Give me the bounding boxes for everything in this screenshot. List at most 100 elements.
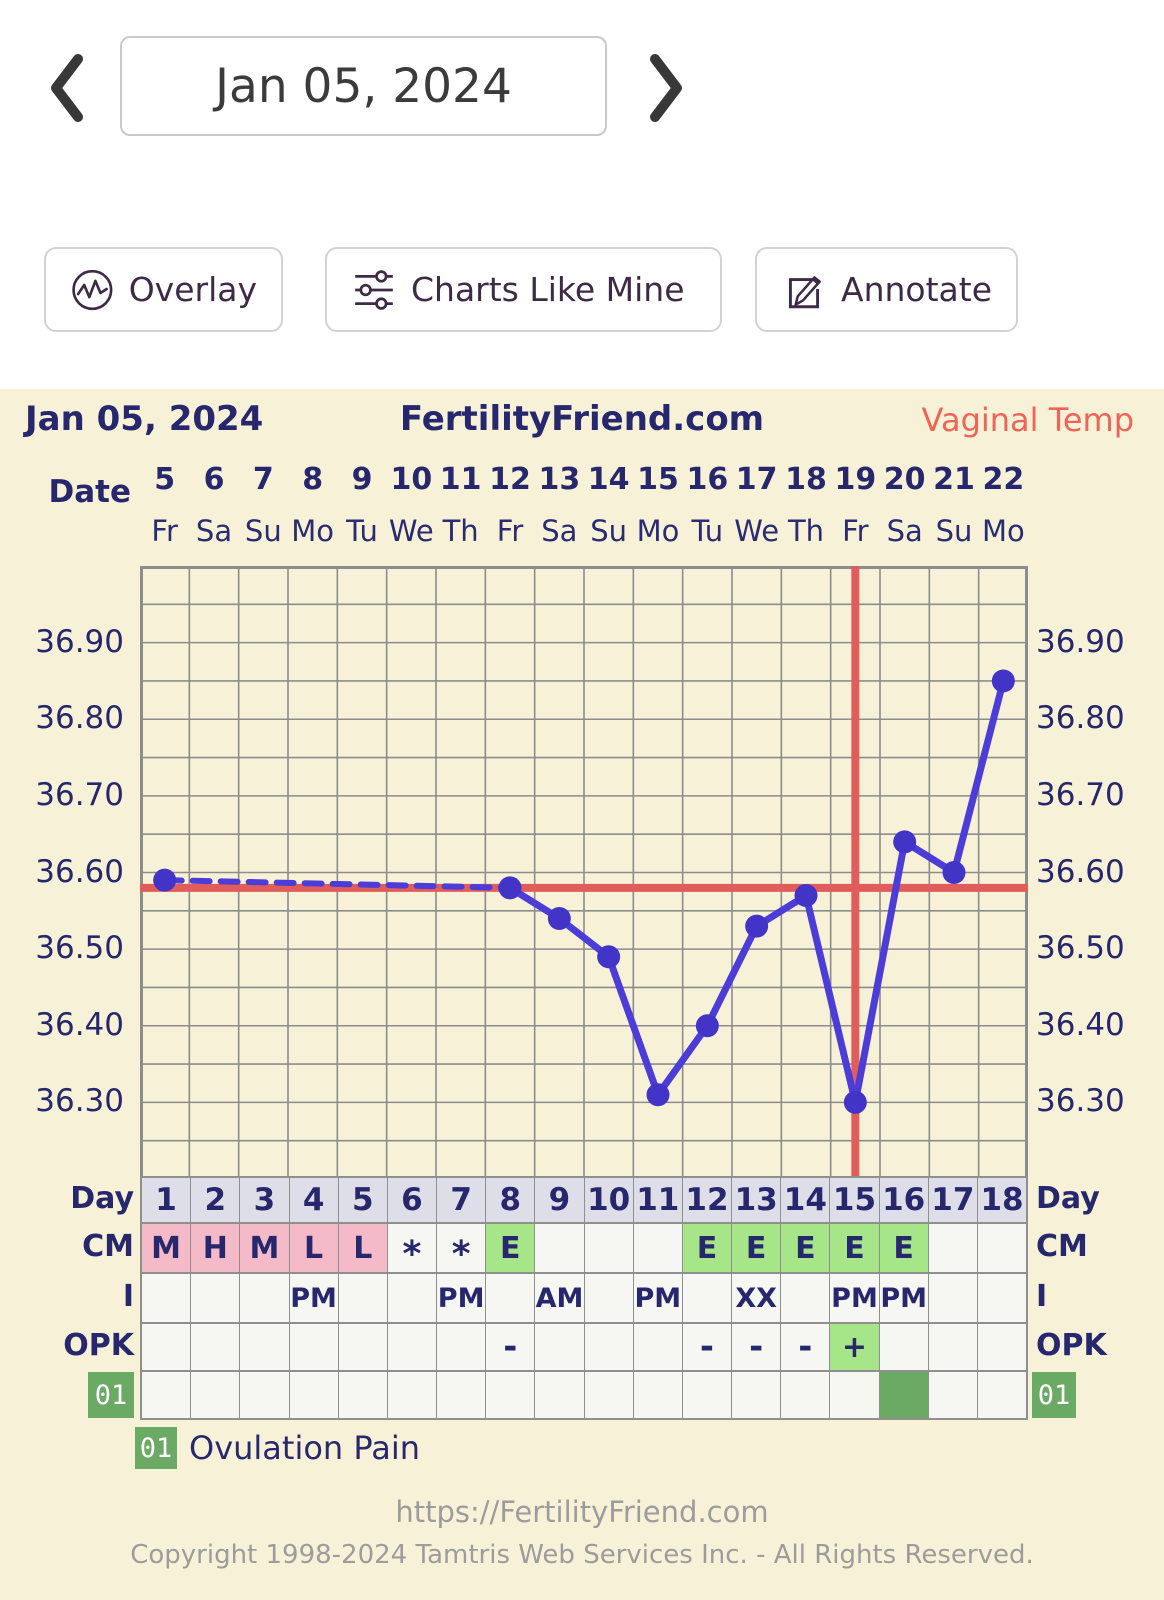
custom-cell-day-15 <box>829 1372 878 1418</box>
opk-cell-day-7 <box>436 1324 485 1370</box>
weekday-label: Fr <box>151 514 178 548</box>
cm-row-label-left: CM <box>82 1229 134 1264</box>
date-number: 22 <box>982 462 1025 497</box>
cm-cell-day-15: E <box>829 1224 879 1272</box>
day-cell-day-11: 11 <box>632 1178 682 1222</box>
custom-cell-day-1 <box>142 1372 190 1418</box>
custom-cell-day-6 <box>386 1372 436 1418</box>
i-cell-day-15: PM <box>829 1274 878 1322</box>
weekday-label: Sa <box>541 514 578 548</box>
footer-copyright: Copyright 1998-2024 Tamtris Web Services… <box>130 1540 1034 1570</box>
annotate-button[interactable]: Annotate <box>755 247 1018 332</box>
weekday-label: Mo <box>636 514 680 548</box>
cm-cell-day-17 <box>927 1224 977 1272</box>
weekday-label: Th <box>787 514 825 548</box>
temp-data-point-day-1 <box>153 868 177 892</box>
weekday-label: Su <box>244 514 282 548</box>
custom-cell-day-16 <box>878 1372 928 1418</box>
day-cell-day-3: 3 <box>239 1178 289 1222</box>
weekday-label: Mo <box>981 514 1025 548</box>
date-number: 19 <box>834 462 877 497</box>
weekday-label: Su <box>590 514 628 548</box>
date-number: 7 <box>252 462 274 497</box>
cm-cell-day-2: H <box>190 1224 240 1272</box>
y-axis-tick-left: 36.40 <box>35 1006 124 1043</box>
opk-row-label-right: OPK <box>1036 1328 1107 1363</box>
chevron-left-icon <box>51 54 83 122</box>
temperature-mode-label: Vaginal Temp <box>921 401 1134 439</box>
y-axis-tick-right: 36.50 <box>1036 930 1125 967</box>
charts-like-mine-button-label: Charts Like Mine <box>411 270 685 309</box>
custom-cell-day-14 <box>780 1372 829 1418</box>
day-cell-day-7: 7 <box>436 1178 486 1222</box>
day-cell-day-13: 13 <box>731 1178 781 1222</box>
temp-data-point-day-17 <box>942 861 966 884</box>
cm-cell-day-11 <box>632 1224 682 1272</box>
date-number: 14 <box>587 462 630 497</box>
date-number: 5 <box>154 462 176 497</box>
temp-data-point-day-14 <box>794 883 818 907</box>
y-axis-tick-right: 36.90 <box>1036 623 1125 660</box>
temp-data-point-day-11 <box>646 1083 670 1107</box>
temperature-chart-svg <box>139 565 1029 1180</box>
temp-line-segment <box>654 1022 711 1099</box>
y-axis-tick-left: 36.90 <box>35 623 124 660</box>
weekday-label: Tu <box>346 514 378 548</box>
opk-cell-day-8: - <box>485 1324 535 1370</box>
opk-cell-day-11 <box>632 1324 682 1370</box>
temp-data-point-day-9 <box>547 906 571 930</box>
custom-cell-day-17 <box>927 1372 977 1418</box>
opk-cell-day-17 <box>927 1324 977 1370</box>
temp-data-point-day-13 <box>745 914 769 938</box>
i-cell-day-9: AM <box>534 1274 583 1322</box>
date-number: 9 <box>351 462 373 497</box>
cm-cell-day-6: * <box>386 1224 437 1272</box>
y-axis-tick-left: 36.60 <box>35 853 124 890</box>
day-cell-day-18: 18 <box>976 1178 1027 1222</box>
opk-cell-day-16 <box>878 1324 928 1370</box>
weekday-label: Tu <box>691 514 724 548</box>
i-cell-day-16: PM <box>878 1274 928 1322</box>
y-axis-tick-right: 36.60 <box>1036 853 1125 890</box>
temp-line-segment <box>802 891 859 1106</box>
temp-line-segment <box>605 953 662 1099</box>
date-input[interactable]: Jan 05, 2024 <box>120 36 607 136</box>
opk-cell-day-6 <box>386 1324 436 1370</box>
cm-row-label-right: CM <box>1036 1229 1088 1264</box>
annotate-pencil-icon <box>788 275 821 308</box>
legend-ovulation-pain-chip: 01 <box>135 1427 177 1469</box>
overlay-button[interactable]: Overlay <box>44 247 283 332</box>
charts-like-mine-button[interactable]: Charts Like Mine <box>325 247 722 332</box>
opk-cell-day-4 <box>288 1324 338 1370</box>
custom-cell-day-7 <box>436 1372 485 1418</box>
i-row-label-left: I <box>122 1279 134 1314</box>
temp-data-point-day-10 <box>597 945 621 969</box>
annotate-button-label: Annotate <box>841 270 992 309</box>
date-number: 16 <box>686 462 729 497</box>
temp-line-segment <box>703 922 761 1030</box>
day-cell-day-9: 9 <box>534 1178 584 1222</box>
next-cycle-button[interactable] <box>643 52 689 127</box>
previous-cycle-button[interactable] <box>44 52 90 127</box>
cm-cell-day-5: L <box>337 1224 387 1272</box>
opk-cell-day-15: + <box>829 1324 879 1370</box>
opk-row-label-left: OPK <box>63 1328 134 1363</box>
cm-cell-day-13: E <box>731 1224 781 1272</box>
legend-ovulation-pain-label: Ovulation Pain <box>189 1429 421 1467</box>
footer-site-link[interactable]: https://FertilityFriend.com <box>395 1495 769 1529</box>
temp-line-missing-gap <box>161 877 513 891</box>
y-axis-tick-right: 36.40 <box>1036 1006 1125 1043</box>
cm-row: M H M L L * * E E E E E E <box>140 1222 1028 1274</box>
opk-cell-day-2 <box>190 1324 239 1370</box>
day-cell-day-8: 8 <box>485 1178 535 1222</box>
weekday-label: Sa <box>886 514 923 548</box>
temp-data-point-day-12 <box>695 1014 719 1038</box>
day-cell-day-10: 10 <box>583 1178 633 1222</box>
day-cell-day-15: 15 <box>829 1178 879 1222</box>
i-cell-day-4: PM <box>288 1274 338 1322</box>
custom-cell-day-11 <box>632 1372 682 1418</box>
y-axis-tick-left: 36.30 <box>35 1083 124 1120</box>
i-cell-day-3 <box>239 1274 288 1322</box>
custom-cell-day-12 <box>681 1372 731 1418</box>
y-axis-tick-right: 36.80 <box>1036 700 1125 737</box>
